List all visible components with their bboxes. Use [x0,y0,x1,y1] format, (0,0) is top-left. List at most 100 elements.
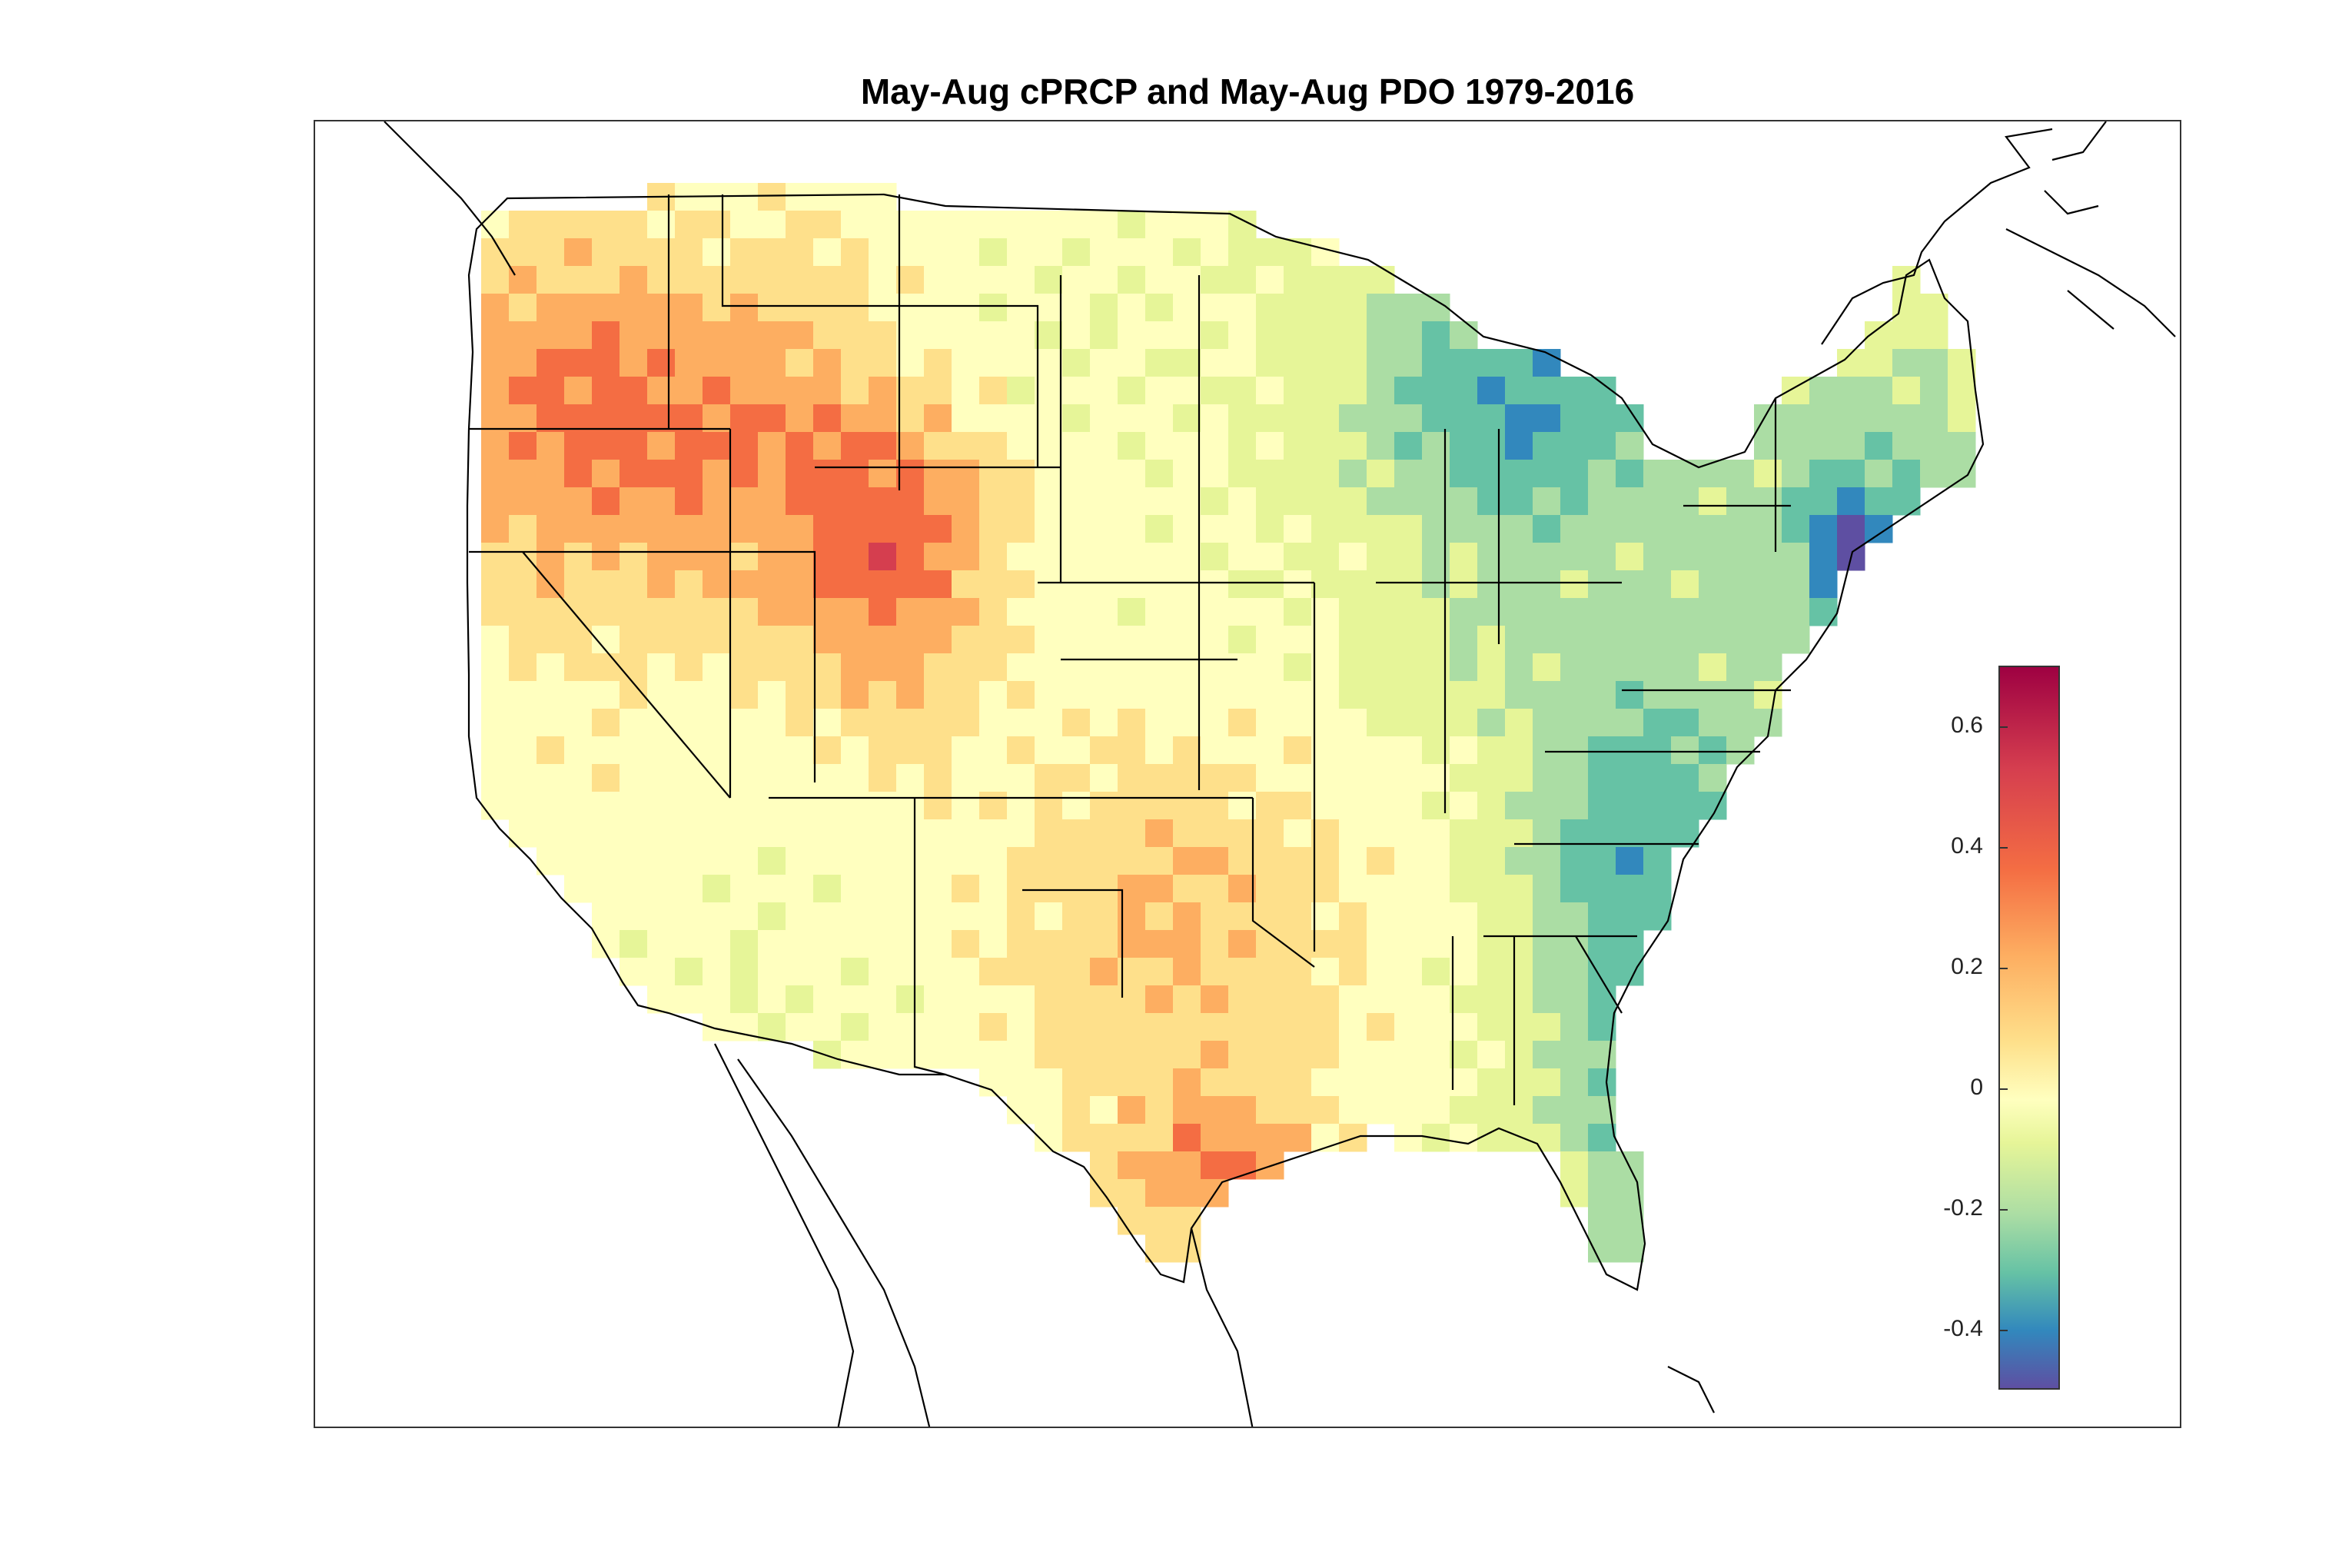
grid-cell [1505,377,1533,405]
grid-cell [1394,404,1423,433]
grid-cell [1118,404,1146,433]
grid-cell [1560,1041,1589,1069]
grid-cell [1450,1041,1478,1069]
grid-cell [592,515,620,543]
grid-cell [1394,1068,1423,1097]
grid-cell [1477,875,1506,903]
grid-cell [786,266,814,294]
grid-cell [1477,902,1506,931]
grid-cell [1284,266,1312,294]
grid-cell [1367,349,1395,377]
grid-cell [1090,1041,1118,1069]
grid-cell [1284,653,1312,682]
grid-cell [537,294,565,322]
colorbar-tick-label: -0.2 [1943,1194,1983,1221]
grid-cell [647,875,676,903]
grid-cell [924,238,952,267]
grid-cell [1284,349,1312,377]
grid-cell [1560,930,1589,958]
grid-cell [1256,1096,1284,1125]
grid-cell [1782,432,1810,460]
grid-cell [952,709,980,737]
grid-cell [1062,1096,1091,1125]
grid-cell [1726,487,1755,516]
grid-cell [1339,681,1367,709]
grid-cell [1118,847,1146,875]
grid-cell [1588,515,1616,543]
grid-cell [1173,570,1201,599]
grid-cell [952,349,980,377]
grid-cell [1118,764,1146,792]
grid-cell [1311,709,1340,737]
grid-cell [1007,958,1035,986]
grid-cell [1560,460,1589,488]
grid-cell [869,985,897,1014]
grid-cell [1035,626,1063,654]
grid-cell [1616,1207,1644,1235]
grid-cell [1062,211,1091,239]
grid-cell [1256,404,1284,433]
grid-cell [1228,432,1257,460]
grid-cell [592,709,620,737]
grid-cell [1062,626,1091,654]
grid-cell [758,709,786,737]
grid-cell [1948,404,1976,433]
grid-cell [1616,792,1644,820]
grid-cell [1560,1124,1589,1152]
grid-cell [1228,570,1257,599]
grid-cell [1090,847,1118,875]
grid-cell [730,626,759,654]
grid-cell [1228,985,1257,1014]
grid-cell [1754,487,1782,516]
grid-cell [841,515,869,543]
grid-cell [1090,515,1118,543]
grid-cell [1450,958,1478,986]
grid-cell [647,958,676,986]
grid-cell [1062,238,1091,267]
grid-cell [537,238,565,267]
grid-cell [703,543,731,571]
grid-cell [1007,930,1035,958]
grid-cell [869,598,897,626]
grid-cell [1339,958,1367,986]
grid-cell [1228,930,1257,958]
grid-cell [647,321,676,350]
grid-cell [1090,875,1118,903]
grid-cell [1284,543,1312,571]
grid-cell [1228,349,1257,377]
grid-cell [1367,958,1395,986]
grid-cell [952,681,980,709]
grid-cell [979,985,1008,1014]
grid-cell [869,930,897,958]
grid-cell [1090,570,1118,599]
grid-cell [1560,1096,1589,1125]
grid-cell [1311,764,1340,792]
grid-cell [537,681,565,709]
grid-cell [1007,1013,1035,1041]
grid-cell [813,598,842,626]
grid-cell [592,570,620,599]
grid-cell [1311,626,1340,654]
grid-cell [1090,487,1118,516]
grid-cell [703,377,731,405]
grid-cell [1477,487,1506,516]
grid-cell [1367,819,1395,848]
grid-cell [1671,460,1699,488]
colorbar-tick-label: 0.6 [1951,712,1983,738]
grid-cell [620,847,648,875]
grid-cell [1754,681,1782,709]
grid-cell [1367,1068,1395,1097]
grid-cell [703,460,731,488]
grid-cell [1450,321,1478,350]
grid-cell [1505,1013,1533,1041]
grid-cell [1726,543,1755,571]
grid-cell [869,432,897,460]
grid-cell [1145,349,1174,377]
grid-cell [647,709,676,737]
grid-cell [1533,819,1561,848]
grid-cell [730,847,759,875]
grid-cell [1173,1179,1201,1208]
grid-cell [1256,819,1284,848]
grid-cell [1588,1068,1616,1097]
grid-cell [1394,958,1423,986]
